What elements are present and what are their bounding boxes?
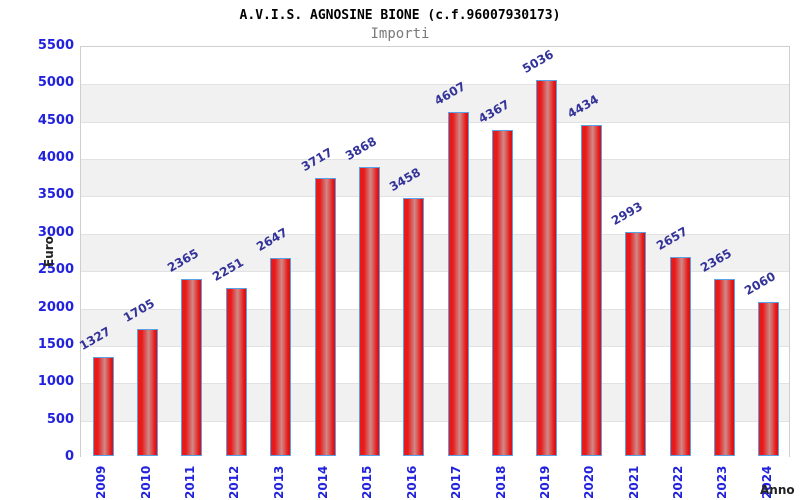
y-tick-label: 4000 <box>37 150 74 166</box>
y-tick-label: 1500 <box>37 336 74 352</box>
y-tick-label: 3000 <box>37 224 74 240</box>
x-tick-label: 2023 <box>715 465 730 499</box>
y-tick-label: 0 <box>64 449 74 464</box>
bar-2014 <box>314 178 336 456</box>
gridline <box>81 196 789 198</box>
y-axis-title: Euro <box>42 236 56 267</box>
plot-band <box>81 84 789 122</box>
y-tick-label: 5500 <box>37 38 74 53</box>
x-tick-label: 2009 <box>94 465 109 499</box>
bar-2017 <box>447 111 469 456</box>
bar-2015 <box>358 166 380 456</box>
y-tick-label: 5000 <box>37 75 74 91</box>
y-tick-label: 3500 <box>37 187 74 203</box>
gridline <box>81 271 789 273</box>
gridline <box>81 84 789 86</box>
x-tick-label: 2019 <box>537 465 552 499</box>
y-tick-label: 2000 <box>37 299 74 315</box>
x-tick-label: 2018 <box>493 465 508 499</box>
x-tick-label: 2020 <box>582 465 597 499</box>
bar-2019 <box>536 79 558 456</box>
bar-2016 <box>403 197 425 456</box>
x-axis-title: Anno <box>760 483 795 497</box>
chart-title: A.V.I.S. AGNOSINE BIONE (c.f.96007930173… <box>239 8 561 23</box>
bar-2021 <box>625 232 647 456</box>
x-tick-label: 2022 <box>671 465 686 499</box>
plot-band <box>81 196 789 234</box>
x-tick-label: 2011 <box>182 465 197 499</box>
y-tick-label: 2500 <box>37 262 74 278</box>
x-tick-label: 2021 <box>626 465 641 499</box>
x-tick-label: 2016 <box>404 465 419 499</box>
bar-2022 <box>669 257 691 456</box>
gridline <box>81 233 789 235</box>
y-tick-label: 4500 <box>37 112 74 128</box>
gridline <box>81 159 789 161</box>
x-tick-label: 2014 <box>316 465 331 499</box>
y-tick-label: 500 <box>46 411 74 427</box>
plot-area <box>80 46 790 458</box>
plot-band <box>81 159 789 197</box>
x-tick-label: 2017 <box>449 465 464 499</box>
x-tick-label: 2012 <box>227 465 242 499</box>
bar-2013 <box>270 258 292 456</box>
bar-2023 <box>713 279 735 456</box>
bar-2011 <box>181 279 203 456</box>
gridline <box>81 308 789 310</box>
y-tick-label: 1000 <box>37 374 74 390</box>
x-tick-label: 2013 <box>271 465 286 499</box>
plot-band <box>81 47 789 85</box>
bar-2018 <box>492 129 514 456</box>
gridline <box>81 420 789 422</box>
gridline <box>81 121 789 123</box>
plot-band <box>81 121 789 160</box>
gridline <box>81 383 789 385</box>
gridline <box>81 345 789 347</box>
bar-2020 <box>580 124 602 456</box>
bar-2010 <box>137 328 159 456</box>
bar-2009 <box>92 356 114 456</box>
bar-2012 <box>225 287 247 456</box>
chart-subtitle: Importi <box>370 26 430 42</box>
x-tick-label: 2015 <box>360 465 375 499</box>
x-tick-label: 2010 <box>138 465 153 499</box>
bar-2024 <box>758 302 780 456</box>
